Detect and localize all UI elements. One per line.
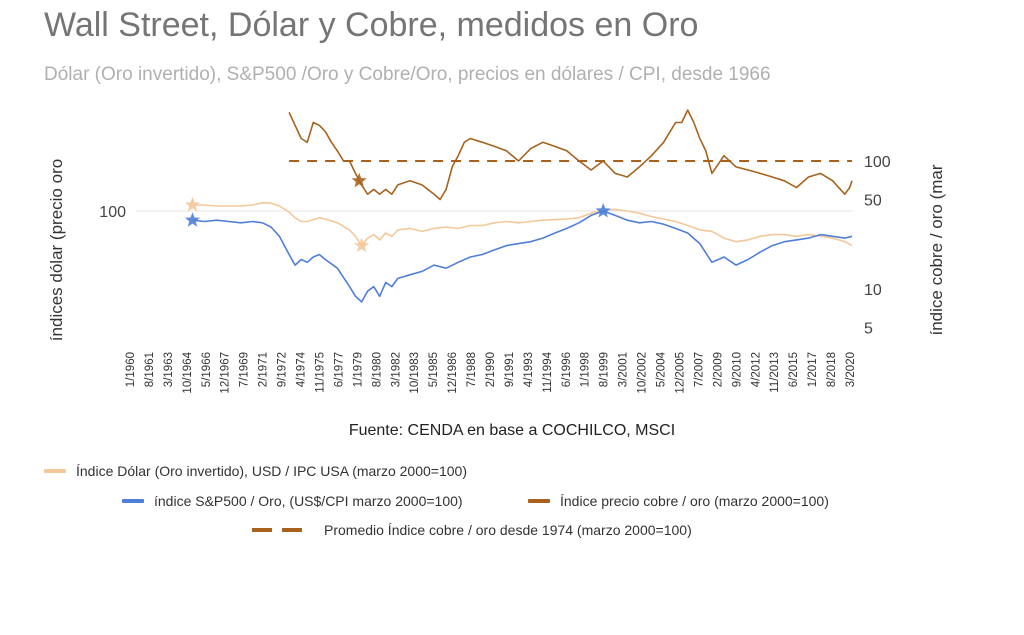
x-tick-label-23: 6/1996 [561,352,573,387]
x-tick-label-11: 6/1977 [333,352,345,387]
y-right-tick-label-1: 10 [864,282,882,299]
legend-item-sp500[interactable]: índice S&P500 / Oro, (US$/CPI marzo 2000… [122,493,463,509]
x-tick-label-20: 9/1991 [504,352,516,387]
legend-swatch-sp500 [122,499,144,503]
legend-item-cobre[interactable]: Índice precio cobre / oro (marzo 2000=10… [528,493,829,509]
x-tick-label-14: 3/1982 [390,352,402,387]
series-1-star-marker-1 [595,203,611,218]
x-tick-label-5: 12/1967 [220,352,232,394]
series-1-star-marker-0 [184,212,201,227]
x-tick-label-32: 9/2010 [731,352,743,387]
x-tick-label-12: 1/1979 [352,352,364,387]
legend-label-sp500: índice S&P500 / Oro, (US$/CPI marzo 2000… [154,493,463,509]
series-line-0 [192,201,853,247]
x-tick-label-30: 7/2007 [693,352,705,387]
x-tick-label-6: 7/1969 [239,352,251,387]
series-line-1 [192,210,853,303]
x-tick-label-3: 10/1964 [182,351,194,393]
legend-label-promedio: Promedio Índice cobre / oro desde 1974 (… [324,522,692,538]
x-tick-label-33: 4/2012 [750,352,762,387]
x-tick-label-2: 3/1963 [163,352,175,387]
legend-label-cobre: Índice precio cobre / oro (marzo 2000=10… [560,493,829,509]
x-tick-label-38: 3/2020 [845,352,857,387]
x-tick-label-28: 5/2004 [656,351,668,387]
series-0-star-marker-1 [354,237,370,253]
y-right-tick-label-3: 100 [864,154,891,171]
x-tick-label-19: 2/1990 [485,352,497,387]
series-line-2 [288,109,853,201]
x-tick-label-16: 5/1985 [428,352,440,387]
x-tick-label-29: 12/2005 [675,352,687,394]
x-tick-label-26: 3/2001 [618,352,630,387]
legend-item-dolar[interactable]: Índice Dólar (Oro invertido), USD / IPC … [44,463,467,479]
y-right-tick-label-0: 5 [864,321,873,338]
x-tick-label-7: 2/1971 [258,352,270,387]
x-tick-label-35: 6/2015 [788,352,800,387]
x-tick-label-15: 10/1983 [409,352,421,394]
y-axis-label-left: índices dólar (precio oro [47,159,66,341]
x-tick-label-1: 8/1961 [144,352,156,387]
x-tick-label-10: 11/1975 [315,352,327,393]
x-tick-label-37: 8/2018 [826,352,838,387]
y-axis-label-right: índice cobre / oro (mar [927,164,946,335]
x-tick-label-34: 11/2013 [769,352,781,393]
chart-subtitle: Dólar (Oro invertido), S&P500 /Oro y Cob… [44,64,771,85]
x-tick-label-17: 12/1986 [447,352,459,394]
legend-swatch-dolar [44,469,66,473]
series-2-star-marker-0 [351,172,367,188]
legend-item-promedio[interactable]: Promedio Índice cobre / oro desde 1974 (… [252,522,692,538]
x-tick-label-24: 1/1998 [580,352,592,387]
x-tick-label-31: 2/2009 [712,352,724,387]
x-tick-label-4: 5/1966 [201,352,213,387]
x-tick-label-13: 8/1980 [371,352,383,387]
chart-title: Wall Street, Dólar y Cobre, medidos en O… [44,6,699,44]
x-tick-label-18: 7/1988 [466,352,478,387]
chart: 100 5 10 50 100 índices dólar (precio oro índi… [47,109,946,394]
x-tick-label-0: 1/1960 [125,352,137,387]
series-0-star-marker-0 [184,197,201,212]
x-tick-label-22: 11/1994 [542,351,554,392]
y-right-tick-label-2: 50 [864,193,882,210]
x-tick-label-9: 4/1974 [296,351,308,387]
chart-source: Fuente: CENDA en base a COCHILCO, MSCI [348,422,676,439]
legend-swatch-cobre [528,499,550,503]
legend-swatch-promedio [252,528,312,532]
y-left-tick-label-0: 100 [99,204,126,221]
legend-label-dolar: Índice Dólar (Oro invertido), USD / IPC … [76,463,467,479]
x-tick-label-21: 4/1993 [523,352,535,387]
x-tick-label-25: 8/1999 [599,352,611,387]
x-tick-label-8: 9/1972 [277,352,289,387]
x-tick-label-36: 1/2017 [807,352,819,387]
x-tick-label-27: 10/2002 [637,352,649,394]
